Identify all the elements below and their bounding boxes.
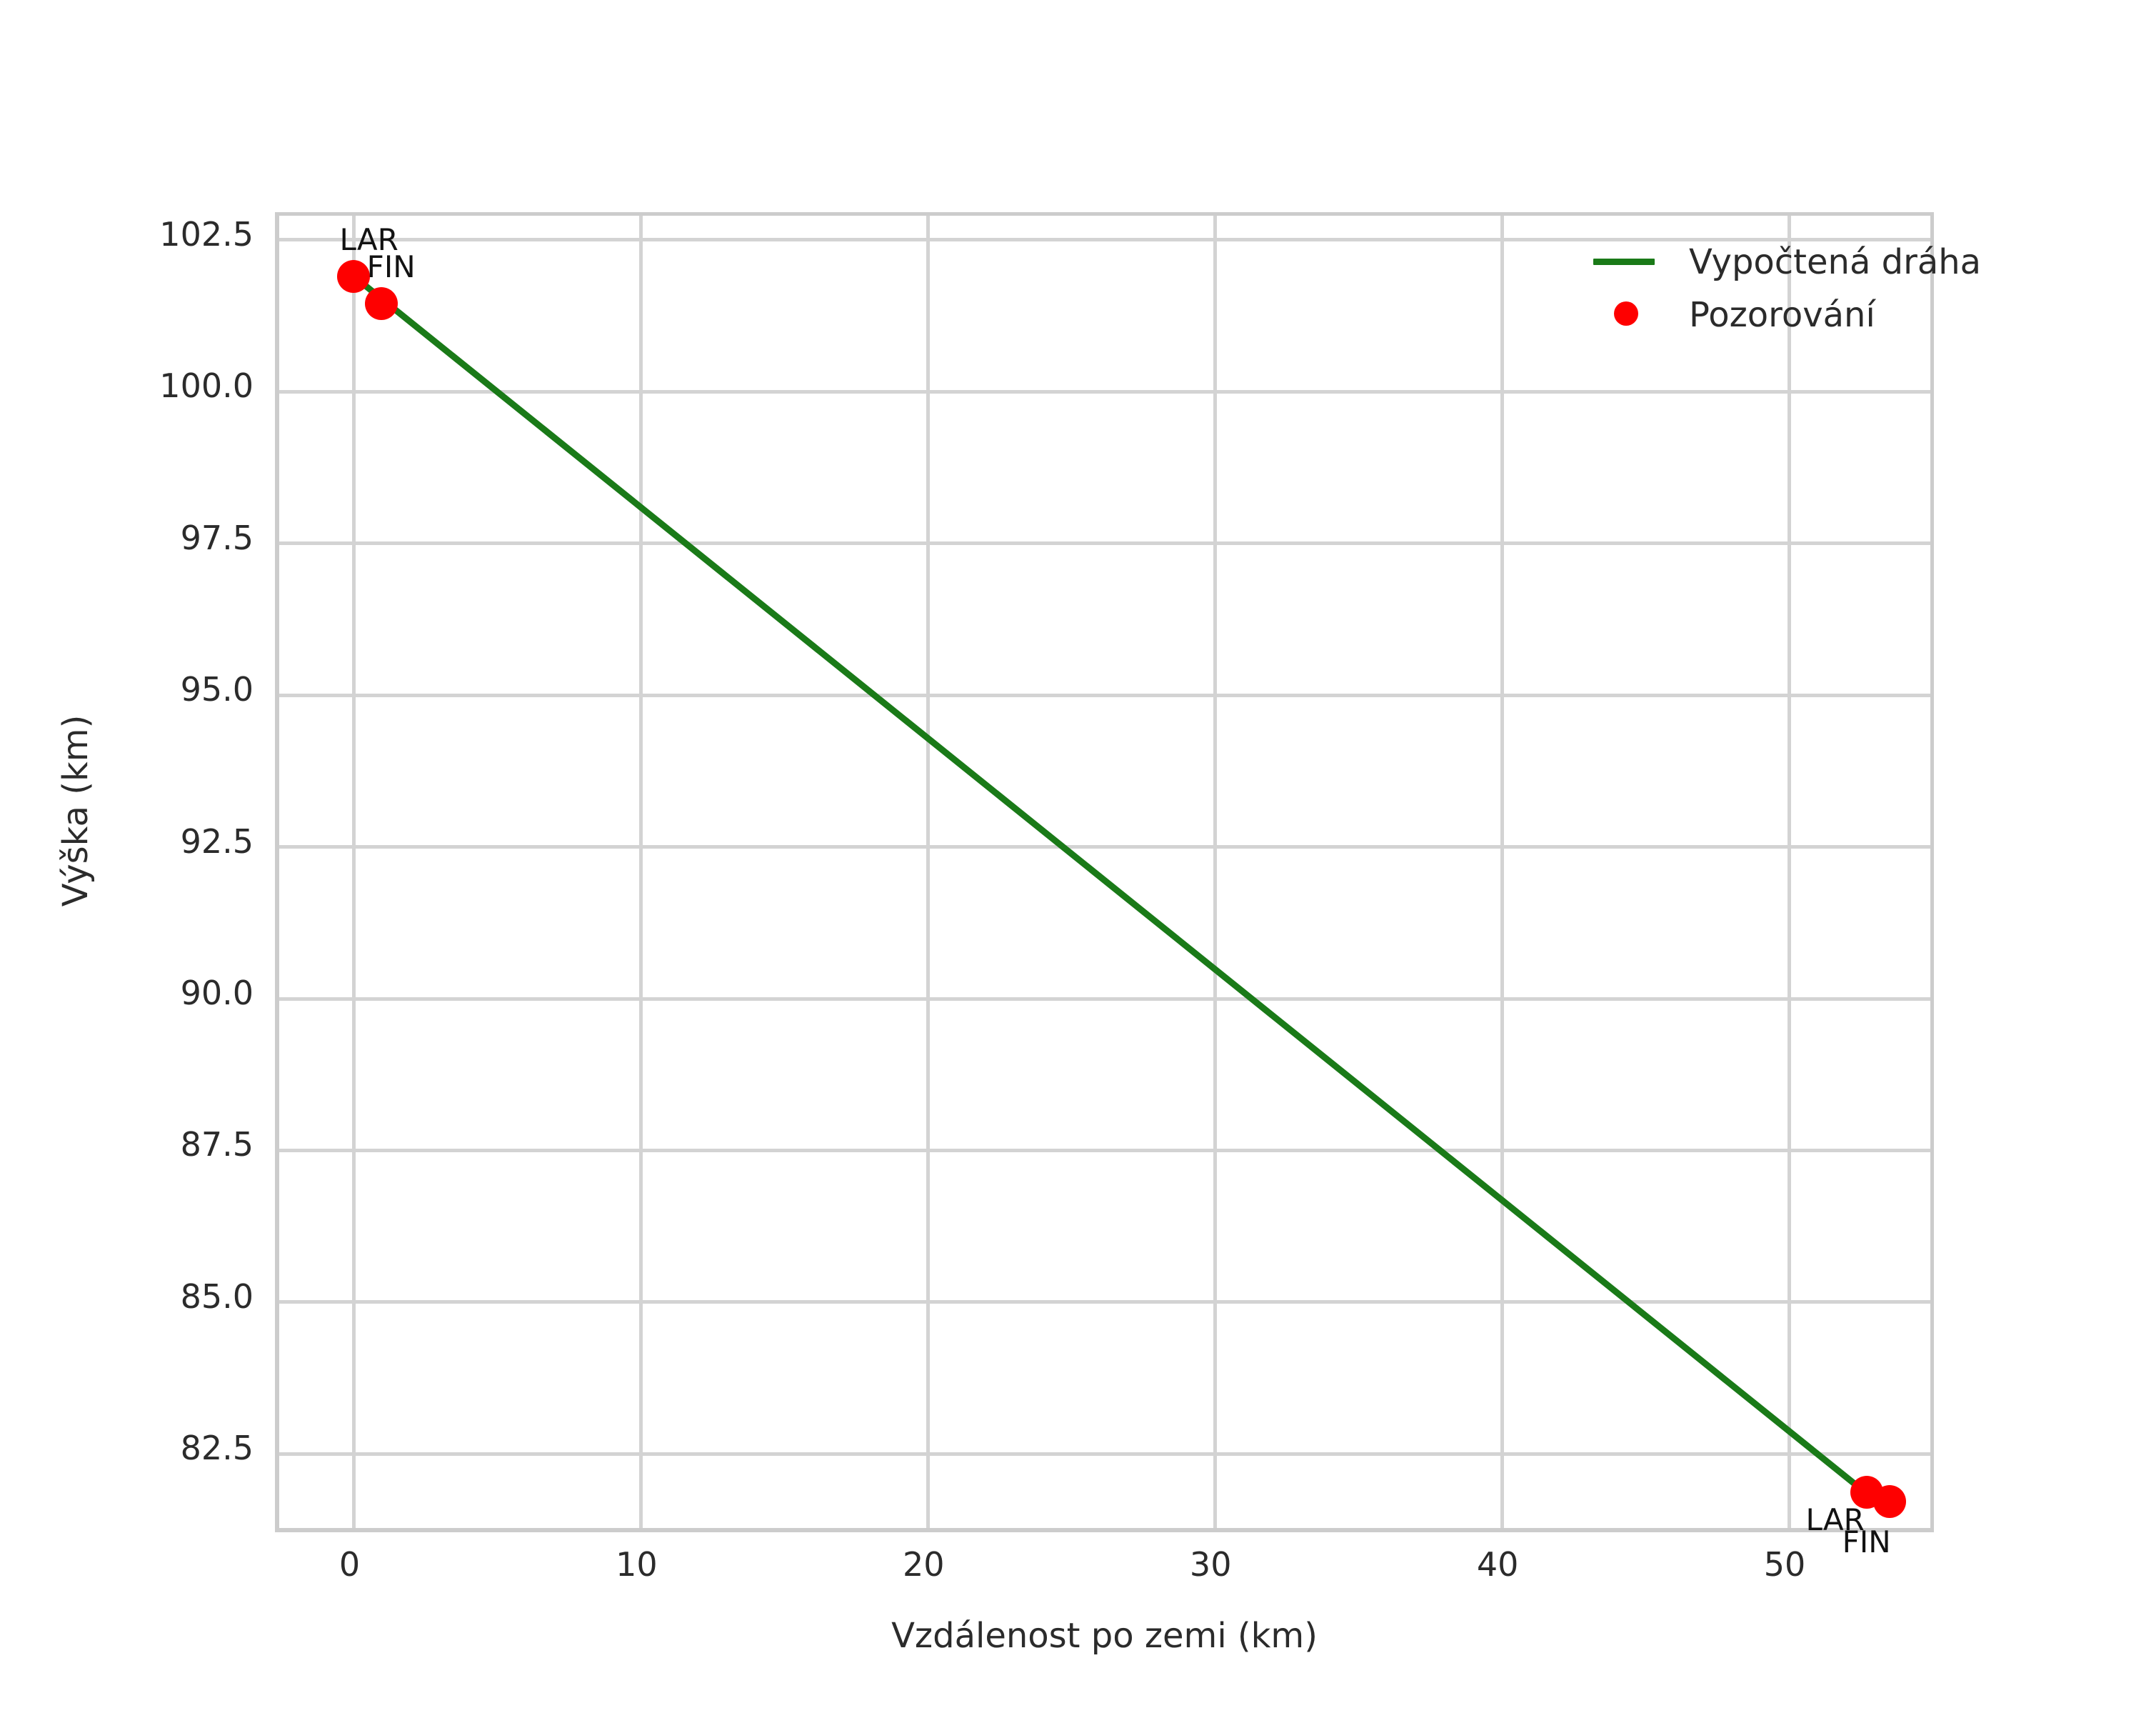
observation-marker xyxy=(1872,1484,1906,1518)
y-axis-tick-label: 97.5 xyxy=(180,518,254,557)
gridline-horizontal xyxy=(279,693,1930,697)
y-axis-tick-label: 82.5 xyxy=(180,1429,254,1468)
gridline-vertical xyxy=(1500,216,1504,1528)
gridline-horizontal xyxy=(279,997,1930,1001)
x-axis-tick-label: 30 xyxy=(1189,1545,1232,1584)
point-label-lar: LAR xyxy=(1805,1502,1865,1537)
x-axis-tick-label: 50 xyxy=(1763,1545,1806,1584)
x-axis-tick-label: 0 xyxy=(339,1545,361,1584)
gridline-horizontal xyxy=(279,1300,1930,1304)
y-axis-tick-label: 85.0 xyxy=(180,1277,254,1316)
legend-line-swatch xyxy=(1593,259,1655,265)
gridline-horizontal xyxy=(279,389,1930,394)
gridline-horizontal xyxy=(279,541,1930,546)
legend-dot-swatch xyxy=(1614,301,1638,326)
chart-legend: Vypočtená dráha Pozorování xyxy=(1583,236,1981,341)
y-axis-tick-label: 102.5 xyxy=(159,214,254,254)
observation-marker xyxy=(364,287,398,321)
legend-entry: Pozorování xyxy=(1583,289,1919,341)
gridline-vertical xyxy=(1213,216,1217,1528)
gridline-vertical xyxy=(638,216,643,1528)
gridline-horizontal xyxy=(279,238,1930,242)
point-label-lar: LAR xyxy=(339,221,398,257)
point-annotations: LAR FIN LAR FIN xyxy=(279,216,1930,1559)
y-axis-tick-label: 90.0 xyxy=(180,974,254,1013)
y-axis-tick-label: 92.5 xyxy=(180,821,254,861)
gridline-horizontal xyxy=(279,845,1930,849)
gridline-vertical xyxy=(926,216,930,1528)
x-axis-tick-label: 40 xyxy=(1476,1545,1519,1584)
grid-layer xyxy=(279,216,1930,1528)
data-layer xyxy=(279,216,1930,1528)
point-label-fin: FIN xyxy=(1842,1524,1891,1559)
gridline-horizontal xyxy=(279,1452,1930,1456)
y-axis-tick-label: 95.0 xyxy=(180,670,254,709)
gridline-vertical xyxy=(351,216,356,1528)
legend-label: Pozorování xyxy=(1689,295,1875,335)
plot-area: LAR FIN LAR FIN xyxy=(275,212,1934,1559)
trajectory-polyline xyxy=(350,273,1870,1497)
gridline-horizontal xyxy=(279,1148,1930,1152)
observation-marker xyxy=(337,259,371,293)
gridline-vertical xyxy=(1787,216,1791,1528)
computed-trajectory-line xyxy=(350,273,1870,1497)
y-axis-tick-label: 87.5 xyxy=(180,1125,254,1164)
point-label-fin: FIN xyxy=(366,249,416,285)
y-axis-tick-label: 100.0 xyxy=(159,366,254,406)
legend-entry: Vypočtená dráha xyxy=(1583,236,1981,289)
x-axis-tick-label: 10 xyxy=(616,1545,658,1584)
x-axis-tick-label: 20 xyxy=(903,1545,945,1584)
legend-label: Vypočtená dráha xyxy=(1689,242,1982,282)
x-axis-title: Vzdálenost po zemi (km) xyxy=(891,1616,1318,1656)
